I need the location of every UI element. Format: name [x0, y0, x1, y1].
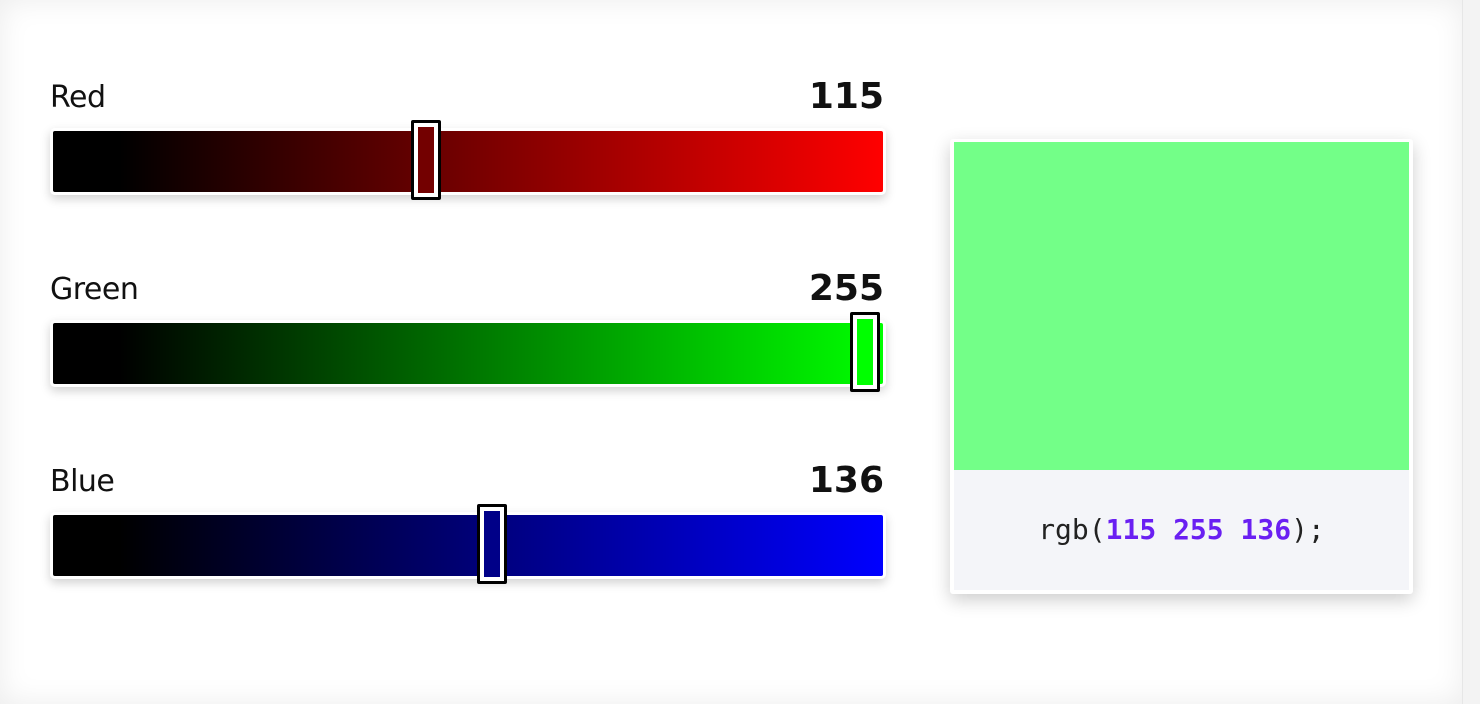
blue-track[interactable]	[50, 504, 886, 584]
red-slider-handle[interactable]	[410, 120, 441, 200]
red-label: Red	[50, 80, 106, 115]
green-track[interactable]	[50, 312, 886, 392]
color-code[interactable]: rgb(115 255 136);	[954, 470, 1409, 590]
green-handle-swatch	[857, 319, 873, 385]
green-slider-handle[interactable]	[850, 312, 880, 392]
color-preview-card: rgb(115 255 136);	[950, 139, 1413, 594]
blue-handle-swatch	[483, 511, 500, 577]
green-value: 255	[808, 268, 884, 309]
code-prefix: rgb(	[1038, 513, 1106, 546]
blue-label: Blue	[50, 464, 115, 499]
code-green: 255	[1173, 513, 1224, 546]
color-swatch	[954, 142, 1409, 470]
code-red: 115	[1105, 513, 1157, 546]
green-label: Green	[50, 272, 139, 307]
blue-slider-handle[interactable]	[476, 504, 507, 584]
red-value: 115	[808, 76, 884, 117]
blue-value: 136	[808, 460, 884, 501]
red-track[interactable]	[50, 120, 886, 200]
code-blue: 136	[1240, 513, 1292, 546]
red-handle-swatch	[417, 127, 434, 193]
code-suffix: );	[1291, 513, 1325, 546]
